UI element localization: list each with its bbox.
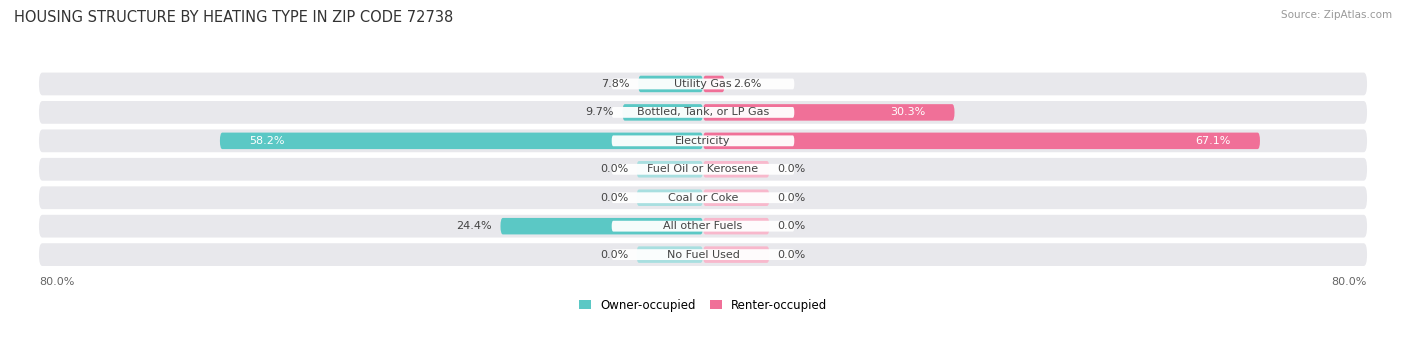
FancyBboxPatch shape	[39, 72, 1367, 95]
Text: 0.0%: 0.0%	[600, 193, 628, 203]
FancyBboxPatch shape	[637, 161, 703, 177]
Text: No Fuel Used: No Fuel Used	[666, 250, 740, 260]
FancyBboxPatch shape	[501, 218, 703, 234]
FancyBboxPatch shape	[638, 76, 703, 92]
FancyBboxPatch shape	[612, 164, 794, 175]
Text: 30.3%: 30.3%	[890, 107, 925, 117]
Text: 2.6%: 2.6%	[733, 79, 761, 89]
FancyBboxPatch shape	[39, 130, 1367, 152]
FancyBboxPatch shape	[623, 104, 703, 121]
Text: 7.8%: 7.8%	[602, 79, 630, 89]
FancyBboxPatch shape	[703, 161, 769, 177]
Text: 67.1%: 67.1%	[1195, 136, 1230, 146]
Text: 0.0%: 0.0%	[778, 250, 806, 260]
Text: 0.0%: 0.0%	[778, 164, 806, 174]
FancyBboxPatch shape	[39, 243, 1367, 266]
FancyBboxPatch shape	[703, 133, 1260, 149]
FancyBboxPatch shape	[612, 249, 794, 260]
Text: 58.2%: 58.2%	[249, 136, 284, 146]
FancyBboxPatch shape	[703, 104, 955, 121]
FancyBboxPatch shape	[612, 221, 794, 232]
FancyBboxPatch shape	[637, 189, 703, 206]
Text: Utility Gas: Utility Gas	[675, 79, 731, 89]
Text: 80.0%: 80.0%	[1331, 277, 1367, 287]
Text: 9.7%: 9.7%	[586, 107, 614, 117]
FancyBboxPatch shape	[612, 192, 794, 203]
FancyBboxPatch shape	[612, 107, 794, 118]
FancyBboxPatch shape	[703, 76, 724, 92]
Text: Electricity: Electricity	[675, 136, 731, 146]
FancyBboxPatch shape	[703, 218, 769, 234]
Text: Source: ZipAtlas.com: Source: ZipAtlas.com	[1281, 10, 1392, 20]
FancyBboxPatch shape	[39, 158, 1367, 181]
Text: Fuel Oil or Kerosene: Fuel Oil or Kerosene	[647, 164, 759, 174]
FancyBboxPatch shape	[39, 215, 1367, 238]
FancyBboxPatch shape	[637, 246, 703, 263]
Text: 80.0%: 80.0%	[39, 277, 75, 287]
Text: Coal or Coke: Coal or Coke	[668, 193, 738, 203]
Text: 0.0%: 0.0%	[600, 164, 628, 174]
FancyBboxPatch shape	[612, 135, 794, 146]
FancyBboxPatch shape	[612, 79, 794, 89]
FancyBboxPatch shape	[219, 133, 703, 149]
Text: HOUSING STRUCTURE BY HEATING TYPE IN ZIP CODE 72738: HOUSING STRUCTURE BY HEATING TYPE IN ZIP…	[14, 10, 453, 25]
Text: Bottled, Tank, or LP Gas: Bottled, Tank, or LP Gas	[637, 107, 769, 117]
Text: All other Fuels: All other Fuels	[664, 221, 742, 231]
Text: 0.0%: 0.0%	[778, 193, 806, 203]
FancyBboxPatch shape	[39, 101, 1367, 124]
Text: 24.4%: 24.4%	[457, 221, 492, 231]
Legend: Owner-occupied, Renter-occupied: Owner-occupied, Renter-occupied	[579, 299, 827, 312]
FancyBboxPatch shape	[703, 246, 769, 263]
Text: 0.0%: 0.0%	[600, 250, 628, 260]
Text: 0.0%: 0.0%	[778, 221, 806, 231]
FancyBboxPatch shape	[39, 186, 1367, 209]
FancyBboxPatch shape	[703, 189, 769, 206]
